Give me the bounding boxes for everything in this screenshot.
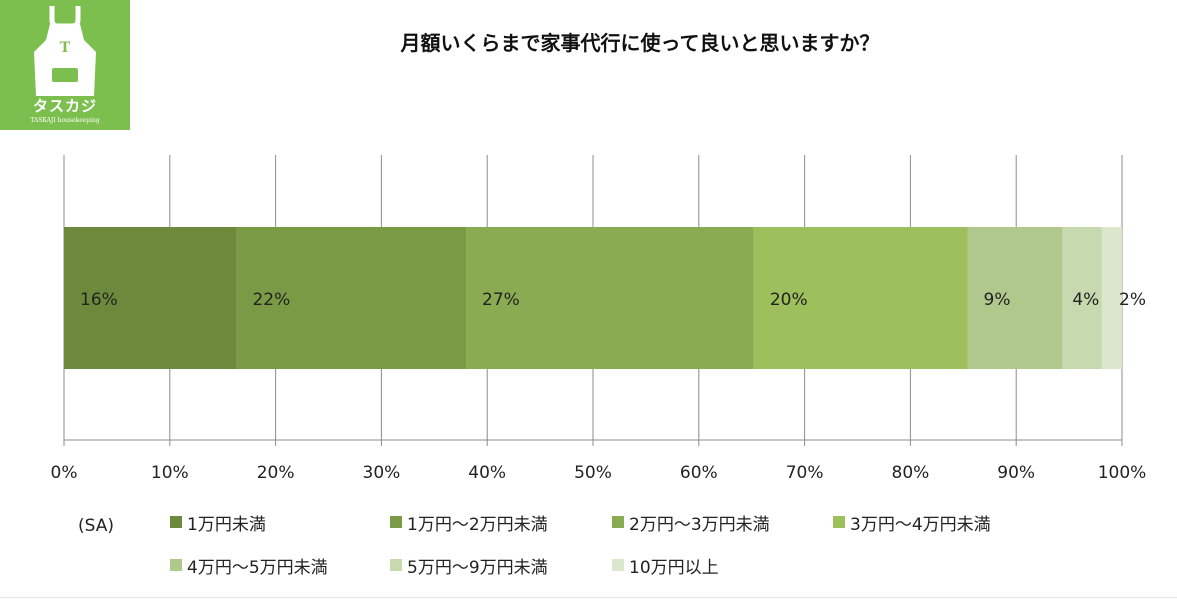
- data-label: 27%: [482, 290, 520, 310]
- legend-item: 5万円～9万円未満: [390, 554, 548, 578]
- x-tick-label: 40%: [468, 463, 506, 483]
- brand-logo: T タスカジ TASKAJI housekeeping: [0, 0, 130, 130]
- legend-item: 4万円～5万円未満: [170, 554, 328, 578]
- data-label: 16%: [80, 290, 118, 310]
- x-tick-label: 20%: [257, 463, 295, 483]
- legend-swatch: [612, 516, 624, 528]
- bar-segment: [466, 227, 754, 369]
- legend-item: 10万円以上: [612, 554, 719, 578]
- x-tick-label: 50%: [574, 463, 612, 483]
- legend-swatch: [612, 559, 624, 571]
- data-label: 22%: [252, 290, 290, 310]
- bar-segment: [64, 227, 237, 369]
- bar-segment: [967, 227, 1063, 369]
- logo-subtitle: TASKAJI housekeeping: [30, 117, 100, 124]
- data-label: 2%: [1119, 290, 1146, 310]
- legend-label: 3万円～4万円未満: [850, 514, 991, 535]
- logo-name: タスカジ: [32, 97, 97, 115]
- legend-label: 10万円以上: [629, 557, 719, 578]
- x-tick-label: 100%: [1098, 463, 1147, 483]
- x-tick-label: 60%: [680, 463, 718, 483]
- legend-swatch: [170, 559, 182, 571]
- bar-segment: [236, 227, 467, 369]
- x-tick-label: 30%: [363, 463, 401, 483]
- legend-swatch: [170, 516, 182, 528]
- apron-icon: T: [34, 6, 96, 96]
- x-tick-label: 80%: [892, 463, 930, 483]
- legend-swatch: [833, 516, 845, 528]
- chart-title: 月額いくらまで家事代行に使って良いと思いますか？: [400, 31, 880, 55]
- legend-item: 1万円～2万円未満: [390, 511, 548, 535]
- data-label: 20%: [770, 290, 808, 310]
- legend-label: 4万円～5万円未満: [187, 557, 328, 578]
- legend-label: 1万円未満: [187, 514, 266, 535]
- legend-label: 2万円～3万円未満: [629, 514, 770, 535]
- bar-segment: [1101, 227, 1122, 369]
- x-tick-label: 10%: [151, 463, 189, 483]
- legend-swatch: [390, 516, 402, 528]
- legend-item: 1万円未満: [170, 511, 266, 535]
- logo-letter: T: [60, 40, 71, 56]
- legend-item: 3万円～4万円未満: [833, 511, 991, 535]
- bar-segment: [753, 227, 968, 369]
- legend-label: 1万円～2万円未満: [407, 514, 548, 535]
- legend-label: 5万円～9万円未満: [407, 557, 548, 578]
- legend-item: 2万円～3万円未満: [612, 511, 770, 535]
- x-tick-label: 70%: [786, 463, 824, 483]
- legend-note: (SA): [78, 516, 115, 536]
- bar-segment: [1062, 227, 1102, 369]
- x-tick-label: 90%: [997, 463, 1035, 483]
- legend-swatch: [390, 559, 402, 571]
- x-tick-label: 0%: [51, 463, 78, 483]
- bottom-border: [0, 597, 1177, 598]
- data-label: 4%: [1072, 290, 1099, 310]
- data-label: 9%: [984, 290, 1011, 310]
